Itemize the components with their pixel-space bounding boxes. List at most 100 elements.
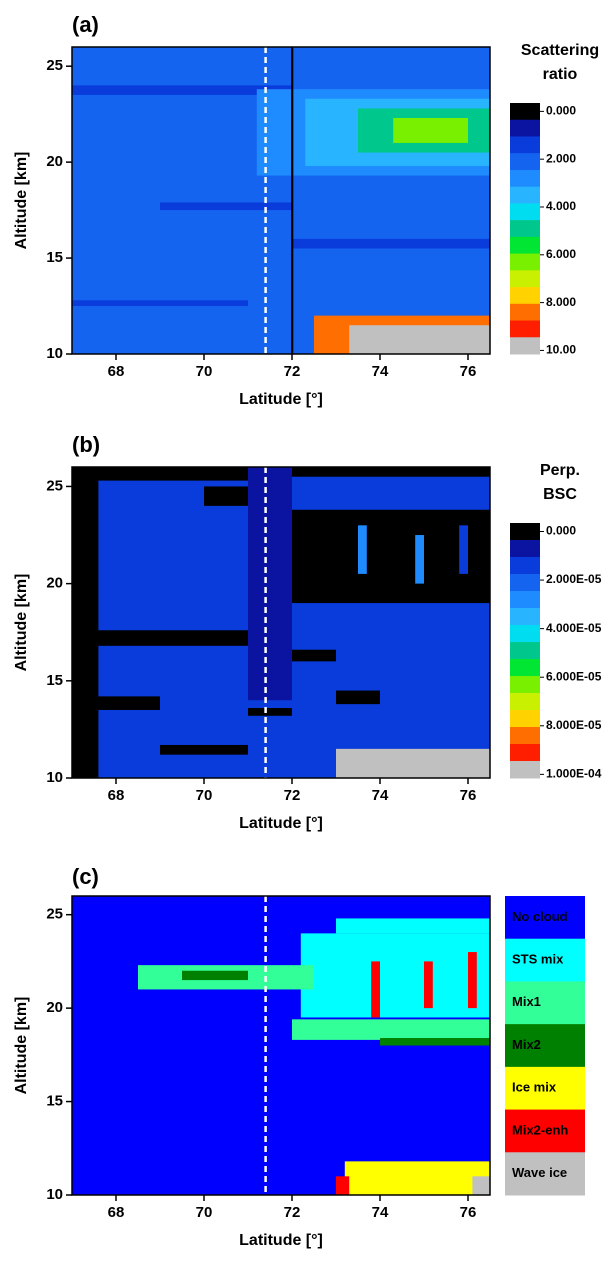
y-tick-label: 20 — [46, 575, 63, 592]
colorbar-title: Perp. — [540, 462, 580, 479]
x-axis-label: Latitude [°] — [239, 815, 323, 832]
heat-cell — [72, 696, 160, 710]
colorbar-tick-label: 1.000E-04 — [546, 767, 602, 781]
x-tick-label: 74 — [372, 363, 389, 380]
heat-cell — [371, 961, 380, 1018]
colorbar-tick-label: 8.000 — [546, 295, 576, 309]
legend-label: Mix2-enh — [512, 1122, 568, 1137]
y-tick-label: 15 — [46, 1093, 63, 1110]
colorbar-step — [510, 540, 540, 558]
colorbar-step — [510, 557, 540, 575]
y-tick-label: 25 — [46, 57, 63, 74]
colorbar-step — [510, 761, 540, 779]
heat-cell — [393, 117, 468, 143]
heat-cell — [292, 467, 490, 477]
heat-cell — [72, 630, 248, 646]
legend-label: Mix2 — [512, 1037, 541, 1052]
x-tick-label: 70 — [196, 1204, 213, 1221]
colorbar-step — [510, 270, 540, 288]
heat-cell — [160, 744, 248, 755]
heat-cell — [72, 467, 292, 481]
heat-cell — [415, 535, 424, 584]
colorbar-step — [510, 186, 540, 204]
colorbar-title: BSC — [543, 486, 577, 503]
heat-cell — [72, 467, 99, 778]
y-axis-label: Altitude [km] — [13, 152, 30, 250]
heat-cell — [292, 649, 336, 662]
colorbar-step — [510, 727, 540, 745]
colorbar-step — [510, 676, 540, 694]
heat-cell — [336, 748, 490, 778]
colorbar-step — [510, 591, 540, 609]
colorbar-title: ratio — [543, 66, 578, 83]
y-tick-label: 15 — [46, 672, 63, 689]
colorbar-tick-label: 10.00 — [546, 343, 576, 357]
heat-cell — [292, 509, 490, 604]
y-tick-label: 15 — [46, 249, 63, 266]
heat-cell — [336, 1176, 350, 1195]
colorbar-step — [510, 337, 540, 355]
x-tick-label: 76 — [460, 787, 477, 804]
colorbar-step — [510, 119, 540, 137]
colorbar-tick-label: 4.000E-05 — [546, 621, 602, 635]
colorbar-tick-label: 0.000 — [546, 524, 576, 538]
heat-cell — [248, 708, 292, 716]
x-tick-label: 76 — [460, 363, 477, 380]
y-tick-label: 10 — [46, 345, 63, 362]
panel-label: (a) — [72, 12, 99, 37]
colorbar-tick-label: 6.000 — [546, 247, 576, 261]
x-tick-label: 70 — [196, 363, 213, 380]
colorbar-step — [510, 153, 540, 171]
legend-label: Mix1 — [512, 994, 541, 1009]
heat-cell — [336, 690, 380, 705]
colorbar-step — [510, 523, 540, 541]
x-axis-label: Latitude [°] — [239, 1232, 323, 1249]
colorbar-step — [510, 303, 540, 322]
legend-swatch — [505, 1109, 585, 1153]
x-tick-label: 68 — [108, 363, 125, 380]
x-tick-label: 68 — [108, 1204, 125, 1221]
colorbar-title: Scattering — [521, 42, 599, 59]
y-tick-label: 10 — [46, 1186, 63, 1203]
legend-swatch — [505, 1024, 585, 1068]
colorbar-tick-label: 0.000 — [546, 104, 576, 118]
panel-label: (c) — [72, 864, 99, 889]
colorbar-step — [510, 287, 540, 305]
heat-cell — [292, 238, 490, 249]
x-tick-label: 74 — [372, 1204, 389, 1221]
legend-label: Wave ice — [512, 1165, 567, 1180]
colorbar-step — [510, 693, 540, 711]
y-axis-label: Altitude [km] — [13, 997, 30, 1095]
colorbar-step — [510, 253, 540, 271]
x-tick-label: 74 — [372, 787, 389, 804]
heat-cell — [472, 1176, 490, 1195]
heat-cell — [424, 961, 433, 1009]
heat-cell — [72, 85, 292, 95]
heat-cell — [182, 970, 248, 981]
colorbar-step — [510, 642, 540, 660]
colorbar-step — [510, 169, 540, 188]
y-tick-label: 20 — [46, 999, 63, 1016]
x-tick-label: 72 — [284, 787, 301, 804]
heat-cell — [72, 300, 248, 307]
heat-cell — [344, 1161, 490, 1195]
plot-frame — [71, 466, 491, 779]
y-axis-label: Altitude [km] — [13, 574, 30, 672]
heat-cell — [468, 952, 477, 1009]
heat-cell — [336, 918, 490, 934]
colorbar-step — [510, 136, 540, 154]
colorbar-step — [510, 236, 540, 255]
colorbar-step — [510, 203, 540, 221]
heat-cell — [248, 467, 292, 701]
colorbar-step — [510, 103, 540, 121]
x-tick-label: 72 — [284, 363, 301, 380]
heat-cell — [300, 933, 490, 1018]
heat-cell — [292, 1019, 490, 1040]
legend-label: STS mix — [512, 952, 564, 967]
legend-label: No cloud — [512, 909, 568, 924]
legend-label: Ice mix — [512, 1080, 557, 1095]
colorbar-tick-label: 2.000 — [546, 151, 576, 165]
x-tick-label: 72 — [284, 1204, 301, 1221]
x-tick-label: 68 — [108, 787, 125, 804]
colorbar-tick-label: 6.000E-05 — [546, 669, 602, 683]
